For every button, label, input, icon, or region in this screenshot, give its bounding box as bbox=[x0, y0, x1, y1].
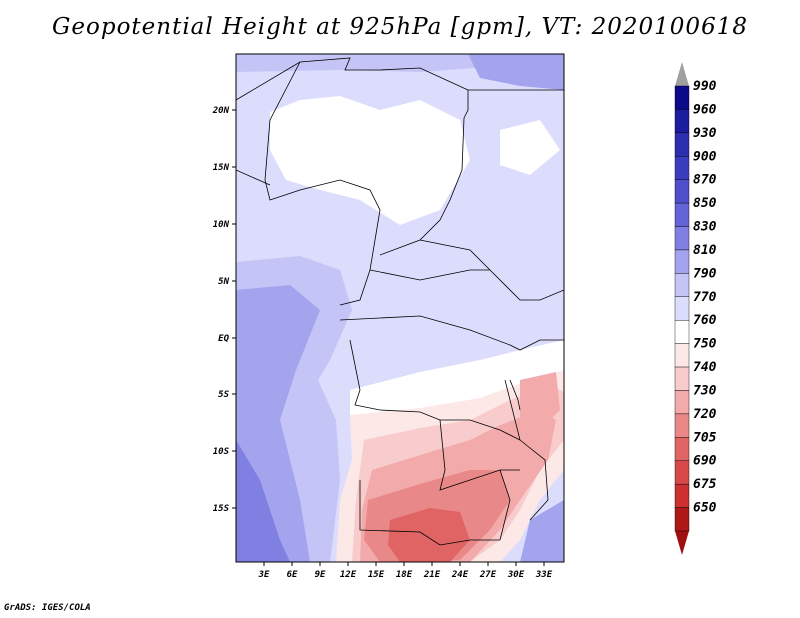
lat-label: EQ bbox=[218, 334, 229, 344]
lon-label: 21E bbox=[423, 570, 441, 580]
colorbar-label: 740 bbox=[693, 360, 717, 375]
lon-label: 33E bbox=[535, 570, 553, 580]
colorbar-swatch bbox=[674, 507, 690, 532]
colorbar-swatch bbox=[674, 85, 690, 110]
colorbar-label: 730 bbox=[693, 383, 717, 398]
colorbar-swatch bbox=[674, 273, 690, 297]
colorbar-label: 770 bbox=[693, 290, 717, 305]
lat-label: 15N bbox=[213, 163, 230, 173]
colorbar-label: 650 bbox=[693, 501, 717, 516]
colorbar-swatch bbox=[674, 179, 690, 204]
colorbar-label: 990 bbox=[693, 79, 717, 94]
lon-label: 12E bbox=[340, 570, 357, 580]
colorbar-label: 850 bbox=[693, 196, 717, 211]
field-northeast-purple bbox=[468, 54, 564, 90]
colorbar-swatch bbox=[674, 437, 690, 461]
lon-label: 6E bbox=[287, 570, 298, 580]
colorbar-swatch bbox=[674, 460, 690, 485]
lat-label: 5S bbox=[218, 390, 229, 400]
lon-label: 18E bbox=[396, 570, 413, 580]
lon-axis: 3E 6E 9E 12E 15E 18E 21E 24E 27E 30E 33E bbox=[258, 562, 553, 580]
colorbar-label: 675 bbox=[693, 477, 717, 492]
lat-label: 5N bbox=[218, 277, 229, 287]
map-frame bbox=[235, 53, 565, 563]
colorbar-swatch bbox=[674, 343, 690, 368]
colorbar-swatch bbox=[674, 413, 690, 438]
colorbar-swatch bbox=[674, 109, 690, 134]
colorbar-label: 705 bbox=[693, 430, 717, 445]
colorbar-swatch bbox=[674, 296, 690, 321]
colorbar-swatch bbox=[674, 249, 690, 274]
lon-label: 3E bbox=[258, 570, 270, 580]
colorbar-swatch bbox=[674, 320, 690, 344]
colorbar-swatch bbox=[674, 366, 690, 391]
colorbar-swatch bbox=[674, 483, 690, 508]
chart-title: Geopotential Height at 925hPa [gpm], VT:… bbox=[52, 14, 748, 40]
field-red-east bbox=[520, 372, 560, 430]
colorbar-top-arrow bbox=[675, 62, 689, 86]
lat-label: 10S bbox=[213, 447, 230, 457]
colorbar-swatch bbox=[674, 132, 690, 157]
colorbar-label: 930 bbox=[693, 126, 717, 141]
field-white-north bbox=[270, 96, 470, 225]
field-white-ne bbox=[500, 120, 560, 175]
country-borders bbox=[236, 57, 564, 546]
lon-label: 24E bbox=[451, 570, 469, 580]
colorbar-swatch bbox=[674, 202, 690, 227]
lon-label: 30E bbox=[507, 570, 525, 580]
colorbar-bottom-arrow bbox=[675, 531, 689, 555]
field-red-705 bbox=[388, 508, 470, 562]
colorbar-swatch bbox=[674, 226, 690, 251]
lat-label: 10N bbox=[213, 220, 230, 230]
lon-label: 27E bbox=[479, 570, 497, 580]
colorbar-label: 900 bbox=[693, 149, 717, 164]
lat-label: 15S bbox=[213, 504, 230, 514]
colorbar-label: 830 bbox=[693, 220, 717, 235]
colorbar-label: 790 bbox=[693, 266, 717, 281]
lat-axis: 20N 15N 10N 5N EQ 5S 10S 15S bbox=[212, 106, 236, 514]
lon-label: 9E bbox=[315, 570, 326, 580]
credit-label: GrADS: IGES/COLA bbox=[4, 603, 91, 613]
field-sw-deep bbox=[236, 440, 290, 562]
lon-label: 15E bbox=[368, 570, 385, 580]
colorbar-label: 720 bbox=[693, 407, 717, 422]
colorbar-label: 760 bbox=[693, 313, 717, 328]
colorbar-label: 870 bbox=[693, 173, 717, 188]
colorbar-label: 960 bbox=[693, 102, 717, 117]
colorbar-swatch bbox=[674, 390, 690, 415]
colorbar: 990 960 930 900 870 850 830 810 790 770 760 750 740 7… bbox=[674, 62, 717, 555]
height-field bbox=[236, 54, 564, 562]
colorbar-label: 750 bbox=[693, 337, 717, 352]
field-se-purple bbox=[520, 500, 564, 562]
colorbar-swatch bbox=[674, 156, 690, 180]
lat-label: 20N bbox=[212, 106, 230, 116]
colorbar-label: 690 bbox=[693, 454, 717, 469]
colorbar-label: 810 bbox=[693, 243, 717, 258]
